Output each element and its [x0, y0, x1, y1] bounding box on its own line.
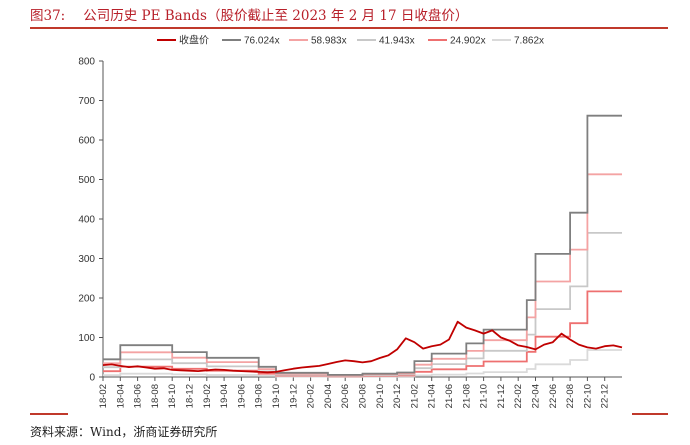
legend-label: 收盘价 — [179, 34, 209, 47]
x-tick-label: 20-10 — [375, 384, 386, 408]
legend-label: 58.983x — [311, 36, 347, 47]
x-tick-label: 20-04 — [323, 384, 334, 408]
figure-number: 图37: — [30, 8, 66, 24]
figure-title: 图37: 公司历史 PE Bands（股价截止至 2023 年 2 月 17 日收… — [30, 4, 468, 24]
x-tick-label: 22-02 — [513, 384, 524, 408]
x-tick-label: 22-08 — [565, 384, 576, 408]
x-tick-label: 20-02 — [306, 384, 317, 408]
chart-legend: 收盘价 76.024x 58.983x 41.943x 24.902x 7.862x — [157, 34, 544, 47]
legend-label: 24.902x — [450, 36, 486, 47]
x-tick-label: 20-06 — [340, 384, 351, 408]
y-tick-label: 400 — [78, 215, 95, 226]
x-tick-label: 20-08 — [358, 384, 369, 408]
x-tick-label: 18-12 — [185, 384, 196, 408]
x-tick-label: 18-02 — [98, 384, 109, 408]
x-tick-label: 21-12 — [496, 384, 507, 408]
x-tick-label: 19-10 — [271, 384, 282, 408]
title-rule — [30, 27, 668, 29]
y-tick-label: 300 — [78, 254, 95, 265]
x-axis: 18-02 18-04 18-06 18-08 18-10 18-12 19-02 19-04… — [98, 376, 622, 408]
x-tick-label: 19-02 — [202, 384, 213, 408]
plot-area — [102, 114, 623, 378]
x-tick-label: 21-10 — [479, 384, 490, 408]
legend-label: 76.024x — [244, 36, 280, 47]
x-tick-label: 18-04 — [115, 384, 126, 408]
y-tick-label: 100 — [78, 333, 95, 344]
legend-label: 41.943x — [379, 36, 415, 47]
y-tick-label: 800 — [78, 57, 95, 68]
x-tick-label: 18-08 — [150, 384, 161, 408]
x-tick-label: 19-08 — [254, 384, 265, 408]
x-tick-label: 20-12 — [392, 384, 403, 408]
x-tick-label: 21-06 — [444, 384, 455, 408]
legend-label: 7.862x — [514, 36, 544, 47]
x-tick-label: 18-06 — [133, 384, 144, 408]
x-tick-label: 22-06 — [548, 384, 559, 408]
y-tick-label: 0 — [89, 373, 95, 384]
x-tick-label: 19-12 — [288, 384, 299, 408]
x-tick-label: 18-10 — [167, 384, 178, 408]
x-tick-label: 21-02 — [409, 384, 420, 408]
footer-rule-left — [30, 413, 68, 415]
x-tick-label: 22-04 — [531, 384, 542, 408]
figure-title-text: 公司历史 PE Bands（股价截止至 2023 年 2 月 17 日收盘价） — [83, 8, 469, 24]
source-note: 资料来源：Wind，浙商证券研究所 — [30, 425, 218, 439]
y-tick-label: 700 — [78, 96, 95, 107]
x-tick-label: 19-06 — [236, 384, 247, 408]
y-tick-label: 600 — [78, 136, 95, 147]
x-tick-label: 19-04 — [219, 384, 230, 408]
series-line-41.943x — [103, 232, 622, 377]
x-tick-label: 22-12 — [600, 384, 611, 408]
y-axis: 0 100 200 300 400 500 600 700 800 — [78, 57, 104, 384]
y-tick-label: 500 — [78, 175, 95, 186]
series-line-close-price — [102, 320, 623, 374]
footer-rule-right — [632, 413, 668, 415]
series-line-7.862x — [103, 349, 622, 378]
y-tick-label: 200 — [78, 294, 95, 305]
x-tick-label: 22-10 — [582, 384, 593, 408]
series-line-76.024x — [103, 114, 622, 376]
x-tick-label: 21-04 — [427, 384, 438, 408]
x-tick-label: 21-08 — [461, 384, 472, 408]
